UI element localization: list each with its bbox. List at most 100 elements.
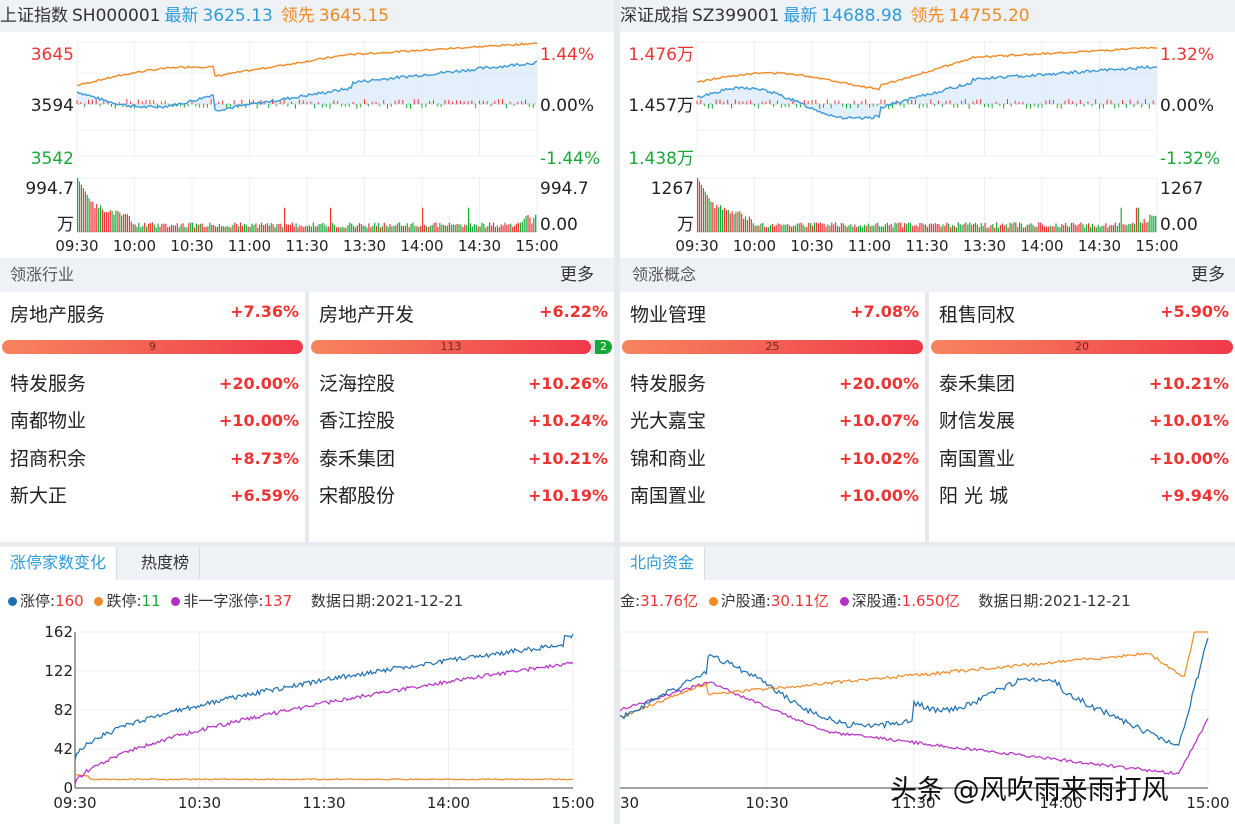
stock-name: 锦和商业: [630, 448, 707, 470]
volume-bar: [731, 211, 733, 232]
industry-pct: +6.22%: [539, 302, 608, 321]
y-label-bot: 3542: [31, 149, 74, 169]
volume-bar: [468, 207, 470, 232]
volume-bar: [425, 226, 427, 232]
legend-sh-label: 沪股通:: [720, 592, 771, 610]
volume-bar: [848, 225, 850, 232]
concept-card[interactable]: 租售同权 +5.90% 20 泰禾集团 +10.21% 财信发展 +10.01% 南…: [929, 292, 1235, 542]
volume-bar: [416, 226, 418, 232]
tab-hot-list[interactable]: 热度榜: [131, 547, 201, 579]
volume-bar: [477, 226, 479, 232]
stock-pct: +10.19%: [527, 486, 608, 505]
y-label-mid: 1.457万: [628, 96, 694, 116]
industry-more-link[interactable]: 更多: [560, 265, 594, 285]
volume-bar: [234, 222, 236, 232]
volume-bar: [107, 212, 109, 232]
stock-name: 宋都股份: [319, 485, 396, 507]
volume-bar: [140, 226, 142, 232]
y-tick-label: 82: [54, 701, 73, 719]
volume-bar: [303, 227, 305, 232]
volume-bar: [1089, 227, 1092, 232]
concept-name: 物业管理: [630, 304, 707, 326]
list-item[interactable]: 泰禾集团 +10.21%: [929, 366, 1235, 402]
volume-bar: [264, 224, 266, 232]
volume-bar: [362, 225, 364, 232]
industry-card[interactable]: 房地产服务 +7.36% 9 特发服务 +20.00% 南都物业 +10.00% 招…: [0, 292, 305, 542]
volume-bar: [1055, 223, 1057, 232]
volume-bar: [946, 222, 948, 232]
y-label-mid: 3594: [31, 96, 74, 116]
volume-bar: [203, 227, 205, 232]
volume-bar: [174, 225, 176, 232]
list-item[interactable]: 南都物业 +10.00%: [0, 403, 305, 439]
list-item[interactable]: 财信发展 +10.01%: [929, 403, 1235, 439]
list-item[interactable]: 阳 光 城 +9.94%: [929, 478, 1235, 514]
tab-northbound[interactable]: 北向资金: [620, 547, 706, 580]
volume-bar: [921, 223, 923, 232]
index-panel-left[interactable]: 上证指数 SH000001 最新 3625.13 领先 3645.15 3645 3594 3…: [0, 0, 614, 258]
volume-bar: [1047, 226, 1049, 232]
list-item[interactable]: 香江控股 +10.24%: [309, 403, 614, 439]
list-item[interactable]: 特发服务 +20.00%: [620, 366, 925, 402]
volume-bar: [1063, 225, 1065, 232]
volume-bar: [706, 194, 708, 232]
volume-bar: [886, 222, 888, 232]
stock-pct: +10.24%: [527, 411, 608, 430]
volume-bar: [280, 223, 282, 232]
volume-bar: [78, 181, 81, 232]
volume-bar: [702, 188, 704, 232]
index-panel-right[interactable]: 深证成指 SZ399001 最新 14688.98 领先 14755.20 1.476万 1…: [620, 0, 1235, 258]
list-item[interactable]: 南国置业 +10.00%: [620, 478, 925, 514]
volume-bar: [105, 212, 107, 232]
volume-bar: [712, 202, 714, 232]
volume-bar: [368, 223, 370, 232]
volume-bar: [884, 224, 886, 232]
fall-count-bar: 2: [595, 340, 612, 354]
volume-bar: [136, 226, 138, 232]
north-legend: 金:31.76亿 沪股通:30.11亿 深股通:1.650亿 数据日期:2021…: [620, 586, 1235, 616]
list-item[interactable]: 特发服务 +20.00%: [0, 366, 305, 402]
volume-bar: [934, 223, 936, 232]
x-tick-label: 30: [620, 794, 639, 812]
volume-bar: [316, 226, 318, 232]
list-item[interactable]: 新大正 +6.59%: [0, 478, 305, 514]
pct-label-top: 1.44%: [540, 45, 594, 65]
volume-bar: [898, 222, 900, 232]
volume-bar: [429, 225, 431, 232]
volume-bar: [466, 225, 468, 232]
volume-bar: [700, 184, 702, 233]
volume-bar: [310, 226, 312, 232]
volume-bar: [756, 225, 758, 232]
volume-bar: [358, 223, 360, 232]
concept-card[interactable]: 物业管理 +7.08% 25 特发服务 +20.00% 光大嘉宝 +10.07% 锦…: [620, 292, 925, 542]
industry-title: 领涨行业: [10, 265, 75, 284]
list-item[interactable]: 泰禾集团 +10.21%: [309, 441, 614, 477]
volume-bar: [942, 224, 944, 232]
x-tick-label: 14:00: [427, 794, 470, 812]
volume-bar: [521, 221, 523, 232]
volume-bar: [320, 223, 322, 232]
list-item[interactable]: 宋都股份 +10.19%: [309, 478, 614, 514]
volume-bar: [211, 224, 213, 232]
volume-bar: [506, 224, 508, 232]
stock-pct: +10.21%: [527, 449, 608, 468]
concept-more-link[interactable]: 更多: [1191, 265, 1225, 285]
list-item[interactable]: 南国置业 +10.00%: [929, 441, 1235, 477]
y-label-top: 3645: [31, 45, 74, 65]
volume-bar: [1120, 207, 1122, 232]
volume-bar: [882, 226, 885, 232]
volume-bar: [193, 227, 196, 232]
volume-bar: [502, 225, 504, 232]
volume-bar: [1057, 226, 1059, 232]
volume-bar: [308, 225, 311, 232]
price-area: [697, 65, 1157, 120]
time-tick-label: 15:00: [1135, 237, 1178, 255]
stock-pct: +10.00%: [218, 411, 299, 430]
tab-limit-change[interactable]: 涨停家数变化: [0, 547, 118, 580]
list-item[interactable]: 泛海控股 +10.26%: [309, 366, 614, 402]
list-item[interactable]: 光大嘉宝 +10.07%: [620, 403, 925, 439]
legend-non-value: 137: [263, 592, 293, 610]
list-item[interactable]: 锦和商业 +10.02%: [620, 441, 925, 477]
list-item[interactable]: 招商积余 +8.73%: [0, 441, 305, 477]
industry-card[interactable]: 房地产开发 +6.22% 113 2 泛海控股 +10.26% 香江控股 +10.2…: [309, 292, 614, 542]
